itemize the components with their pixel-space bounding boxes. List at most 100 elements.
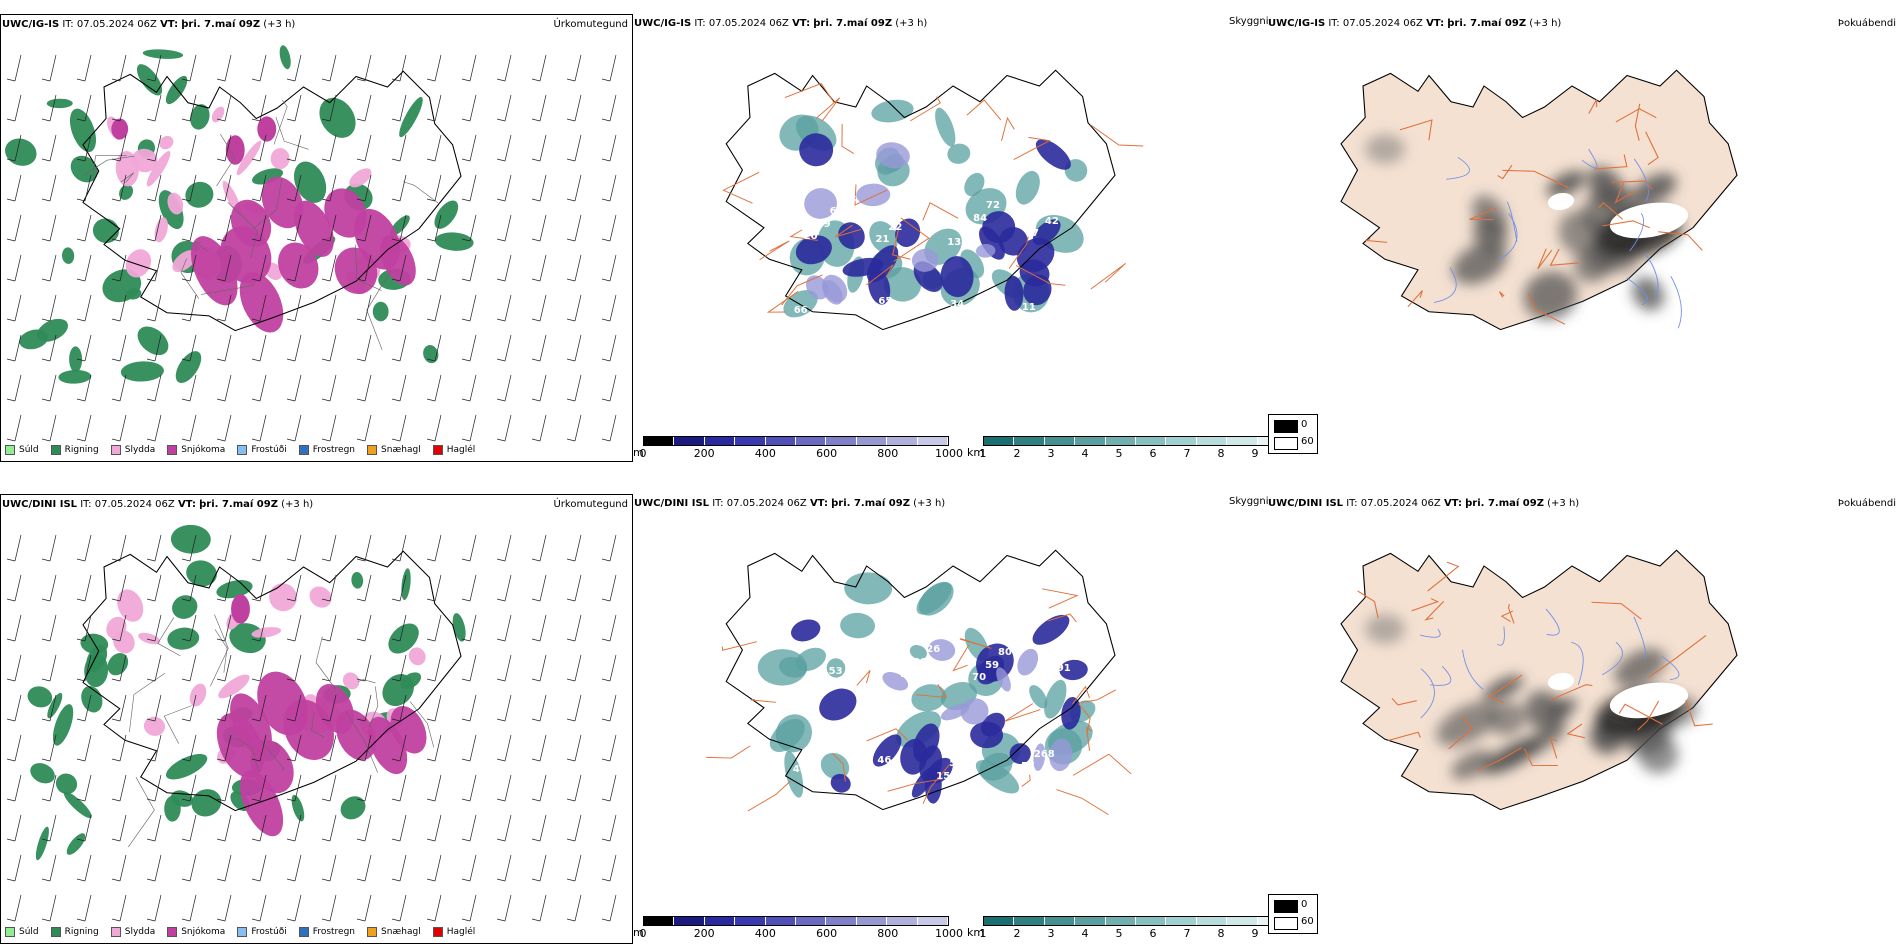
legend-item: Frostúði bbox=[237, 445, 287, 455]
legend-swatch bbox=[167, 927, 178, 937]
it-label: IT: bbox=[80, 499, 92, 510]
cloud-height-label: 64 bbox=[865, 307, 880, 319]
cloud-panel-label: Skyggni bbox=[1229, 16, 1269, 27]
legend-item: Frostregn bbox=[298, 927, 356, 937]
fog-legend: 0 60 bbox=[1268, 414, 1318, 454]
cloud-height-label: 24 bbox=[962, 745, 977, 757]
cloud-height-label: 16 bbox=[864, 767, 879, 779]
cloud-panel: 53 65 71 34 72 11 74 66 61 64 76 58 84 70 42 26 49 23 22 18… bbox=[633, 14, 1273, 462]
vt-label: VT: bbox=[1443, 498, 1462, 509]
legend-label: Frostregn bbox=[312, 445, 356, 455]
panel-title: UWC/IG-IS IT: 07.05.2024 06Z VT: þri. 7.… bbox=[2, 19, 295, 30]
lead-time: (+3 h) bbox=[895, 18, 928, 29]
vt-value: þri. 7.maí 09Z bbox=[181, 19, 261, 30]
model-name: UWC/IG-IS bbox=[1268, 18, 1326, 29]
cloud-height-label: 15 bbox=[936, 770, 951, 782]
legend-item: Slydda bbox=[110, 445, 155, 455]
cloud-height-label: 91 bbox=[1056, 662, 1071, 674]
cloud-height-label: 36 bbox=[839, 332, 854, 344]
legend-swatch bbox=[298, 445, 309, 455]
legend-swatch bbox=[432, 445, 443, 455]
fog-legend-value: 0 bbox=[1301, 899, 1308, 910]
legend-item: Slydda bbox=[110, 927, 155, 937]
visibility-tick: 9 bbox=[1251, 447, 1259, 460]
cloud-height-label: 76 bbox=[901, 209, 916, 221]
cloud-panel: 26 24 80 268 54 82 78 46 38 50 59 57 91 41 53 16 28 15 70 U… bbox=[633, 494, 1273, 942]
legend-swatch bbox=[237, 927, 248, 937]
vt-value: þri. 7.maí 09Z bbox=[813, 18, 893, 29]
visibility-tick: 6 bbox=[1149, 447, 1157, 460]
lead-time: (+3 h) bbox=[263, 19, 296, 30]
cloud-height-label: 11 bbox=[1021, 301, 1036, 313]
legend-label: Snjókoma bbox=[181, 445, 226, 455]
legend-label: Frostregn bbox=[312, 927, 356, 937]
legend-label: Haglél bbox=[446, 927, 476, 937]
visibility-colorbar: 12345678910km bbox=[967, 436, 1273, 460]
ceiling-tick: 200 bbox=[693, 447, 715, 460]
it-label: IT: bbox=[694, 18, 706, 29]
it-value: 07.05.2024 06Z bbox=[76, 19, 157, 30]
panel-title: UWC/IG-IS IT: 07.05.2024 06Z VT: þri. 7.… bbox=[634, 18, 927, 29]
vt-label: VT: bbox=[160, 19, 179, 30]
panel-title: UWC/IG-IS IT: 07.05.2024 06Z VT: þri. 7.… bbox=[1268, 18, 1561, 29]
cloud-height-label: 41 bbox=[792, 764, 807, 776]
legend-label: Snæhagl bbox=[381, 445, 421, 455]
visibility-tick: 8 bbox=[1217, 447, 1225, 460]
cloud-height-label: 62 bbox=[1067, 329, 1082, 341]
ceiling-tick: 400 bbox=[754, 927, 776, 940]
cloud-height-label: 54 bbox=[1069, 650, 1084, 662]
precip-type-panel: UWC/IG-IS IT: 07.05.2024 06Z VT: þri. 7.… bbox=[0, 14, 633, 462]
cloud-height-label: 7 bbox=[1031, 228, 1039, 240]
precip-legend: Súld Rigning Slydda Snjókoma Frostúði Frostre… bbox=[5, 927, 475, 937]
it-label: IT: bbox=[1328, 18, 1340, 29]
cloud-height-label: 78 bbox=[841, 653, 856, 665]
visibility-tick: 2 bbox=[1013, 927, 1021, 940]
cloud-height-label: 49 bbox=[816, 218, 831, 230]
cloud-height-label: 18 bbox=[924, 323, 939, 335]
cloud-height-label: 65 bbox=[878, 295, 893, 307]
precip-map bbox=[6, 524, 617, 922]
lead-time: (+3 h) bbox=[1529, 18, 1562, 29]
model-name: UWC/DINI ISL bbox=[1268, 498, 1344, 509]
legend-label: Haglél bbox=[446, 445, 476, 455]
visibility-tick: 5 bbox=[1115, 447, 1123, 460]
ceiling-tick: 0 bbox=[639, 927, 647, 940]
cloud-height-label: 28 bbox=[900, 669, 915, 681]
legend-swatch bbox=[5, 927, 15, 937]
legend-swatch bbox=[367, 445, 378, 455]
fog-map bbox=[1340, 549, 1738, 811]
ceiling-tick: 0 bbox=[639, 447, 647, 460]
vt-value: þri. 7.maí 09Z bbox=[199, 499, 278, 510]
cloud-height-label: 61 bbox=[829, 206, 844, 218]
visibility-tick: 8 bbox=[1217, 927, 1225, 940]
cloud-height-label: 20 bbox=[803, 231, 818, 243]
cloud-height-label: 34 bbox=[950, 298, 965, 310]
model-name: UWC/DINI ISL bbox=[634, 498, 710, 509]
cloud-height-label: 38 bbox=[913, 656, 928, 668]
ceiling-colorbar: 0 200 400 600 800 1000 m bbox=[633, 436, 963, 460]
model-name: UWC/IG-IS bbox=[2, 19, 60, 30]
vt-label: VT: bbox=[792, 18, 811, 29]
visibility-tick: 7 bbox=[1183, 447, 1191, 460]
fog-legend-value: 60 bbox=[1301, 436, 1314, 447]
it-value: 07.05.2024 06Z bbox=[1360, 498, 1441, 509]
cloud-height-label: 74 bbox=[1057, 203, 1072, 215]
fog-panel-label: Þokuábendi bbox=[1837, 18, 1896, 29]
precip-type-panel: UWC/DINI ISL IT: 07.05.2024 06Z VT: þri.… bbox=[0, 494, 633, 944]
lead-time: (+3 h) bbox=[913, 498, 946, 509]
visibility-tick: 4 bbox=[1081, 927, 1089, 940]
visibility-tick: 3 bbox=[1047, 927, 1055, 940]
legend-swatch bbox=[167, 445, 178, 455]
it-label: IT: bbox=[712, 498, 724, 509]
legend-label: Rigning bbox=[64, 927, 99, 937]
panel-title: UWC/DINI ISL IT: 07.05.2024 06Z VT: þri.… bbox=[1268, 498, 1579, 509]
ceiling-unit: m bbox=[633, 446, 644, 459]
cloud-height-label: 23 bbox=[852, 320, 867, 332]
cloud-map bbox=[722, 69, 1144, 331]
fog-legend-value: 0 bbox=[1301, 419, 1308, 430]
panel-title: UWC/DINI ISL IT: 07.05.2024 06Z VT: þri.… bbox=[634, 498, 945, 509]
ceiling-tick: 1000 bbox=[935, 447, 963, 460]
legend-item: Frostregn bbox=[298, 445, 356, 455]
visibility-colorbar: 12345678910km bbox=[967, 916, 1273, 940]
precip-panel-label: Úrkomutegund bbox=[553, 499, 628, 510]
